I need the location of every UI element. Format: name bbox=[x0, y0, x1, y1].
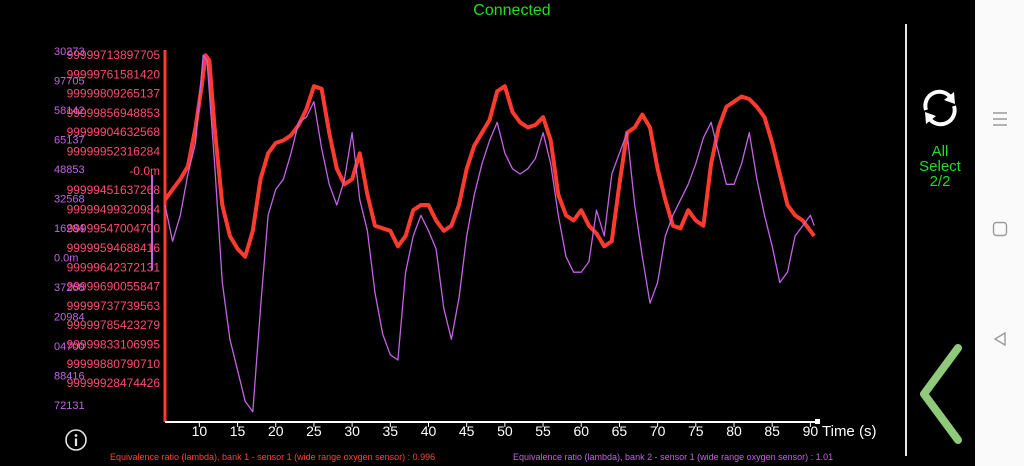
y-axis-label-series2: 16284 bbox=[54, 223, 85, 235]
select-series-button[interactable]: All Select 2/2 bbox=[906, 144, 974, 189]
y-axis-label-series2: 65137 bbox=[54, 135, 85, 147]
x-axis-end-marker bbox=[815, 419, 820, 424]
system-nav-bar bbox=[975, 0, 1024, 466]
y-axis-label-series1: 99999856948853 bbox=[67, 106, 161, 120]
y-axis-label-series1: 99999547004700 bbox=[67, 222, 161, 236]
series-line-2 bbox=[164, 54, 815, 413]
x-tick-label: 50 bbox=[497, 423, 513, 439]
y-axis-label-series1: 99999952316284 bbox=[67, 145, 161, 159]
y-axis-label-series1: 99999713897705 bbox=[67, 48, 161, 62]
x-tick-label: 25 bbox=[306, 423, 322, 439]
select-line-all: All bbox=[931, 143, 949, 160]
connection-status: Connected bbox=[473, 2, 551, 19]
back-triangle-icon[interactable] bbox=[991, 330, 1009, 348]
x-tick-label: 30 bbox=[344, 423, 360, 439]
menu-icon[interactable] bbox=[991, 110, 1009, 128]
x-axis-label: Time (s) bbox=[822, 423, 876, 440]
y-axis-label-series2: 04700 bbox=[54, 341, 85, 353]
y-axis-label-series2: 0.0m bbox=[54, 253, 78, 265]
y-axis-label-series2: 37268 bbox=[54, 282, 85, 294]
legend-series-bank1: Equivalence ratio (lambda), bank 1 - sen… bbox=[110, 452, 436, 462]
back-chevron-icon[interactable] bbox=[918, 342, 964, 446]
y-axis-label-series2: 20984 bbox=[54, 312, 85, 324]
legend-series-bank2: Equivalence ratio (lambda), bank 2 - sen… bbox=[513, 452, 834, 462]
lambda-chart: 99999713897705 99999761581420 999998092651… bbox=[54, 46, 876, 440]
x-tick-label: 10 bbox=[192, 423, 208, 439]
y-axis-label-series1: 99999880790710 bbox=[67, 357, 161, 371]
y-axis-label-series1: 99999761581420 bbox=[67, 67, 161, 81]
x-tick-label: 15 bbox=[230, 423, 246, 439]
y-axis-label-series1: -0.0m bbox=[129, 164, 160, 178]
x-tick-label: 35 bbox=[383, 423, 399, 439]
y-axis-label-series1: 99999904632568 bbox=[67, 125, 161, 139]
y-axis-label-series1: 99999809265137 bbox=[67, 87, 161, 101]
y-axis-label-series1: 99999499320984 bbox=[67, 202, 161, 216]
y-axis-label-series2: 32568 bbox=[54, 194, 85, 206]
x-tick-label: 85 bbox=[764, 423, 780, 439]
x-tick-label: 70 bbox=[650, 423, 666, 439]
x-tick-label: 60 bbox=[573, 423, 589, 439]
x-tick-label: 90 bbox=[803, 423, 819, 439]
x-tick-label: 75 bbox=[688, 423, 704, 439]
y-axis-label-series1: 99999594688416 bbox=[67, 241, 161, 255]
select-line-select: Select bbox=[919, 158, 961, 175]
x-tick-label: 45 bbox=[459, 423, 475, 439]
x-tick-label: 55 bbox=[535, 423, 551, 439]
home-icon[interactable] bbox=[991, 220, 1009, 238]
y-axis-label-series2: 48853 bbox=[54, 164, 85, 176]
y-axis-label-series1: 99999785423279 bbox=[67, 318, 161, 332]
x-tick-label: 40 bbox=[421, 423, 437, 439]
panel-divider bbox=[905, 24, 907, 456]
info-icon[interactable] bbox=[65, 429, 87, 451]
refresh-icon[interactable] bbox=[918, 86, 962, 130]
y-axis-label-series2: 58142 bbox=[54, 105, 85, 117]
y-axis-label-series1: 99999833106995 bbox=[67, 338, 161, 352]
y-axis-label-series1: 99999690055847 bbox=[67, 280, 161, 294]
y-axis-label-series2: 97705 bbox=[54, 76, 85, 88]
series-line-1 bbox=[163, 53, 816, 259]
x-tick-label: 80 bbox=[726, 423, 742, 439]
y-axis-label-series2: 88416 bbox=[54, 371, 85, 383]
y-axis-label-series1: 99999737739563 bbox=[67, 299, 161, 313]
x-tick-label: 65 bbox=[612, 423, 628, 439]
y-axis-label-series2: 30273 bbox=[54, 46, 85, 58]
y-axis-label-series1: 99999928474426 bbox=[67, 376, 161, 390]
y-axis-label-series1: 99999451637268 bbox=[67, 183, 161, 197]
y-axis-label-series1: 99999642372131 bbox=[67, 260, 161, 274]
x-tick-label: 20 bbox=[268, 423, 284, 439]
y-axis-label-series2: 72131 bbox=[54, 400, 85, 412]
select-line-count: 2/2 bbox=[929, 173, 951, 190]
